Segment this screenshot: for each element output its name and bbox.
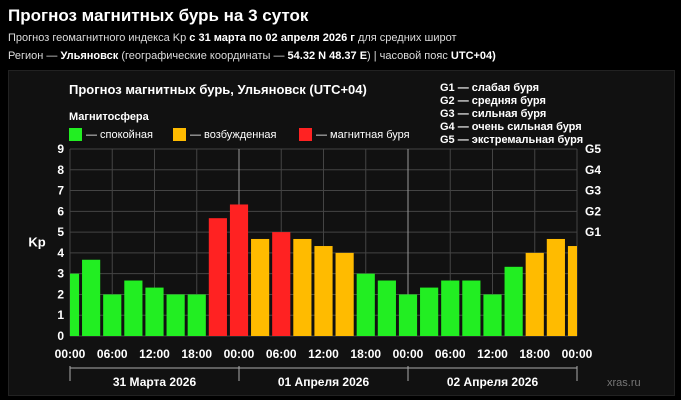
kp-bar [398, 294, 418, 336]
legend-swatch [69, 128, 82, 141]
y-tick-label: 8 [57, 163, 64, 177]
x-tick-label: 18:00 [519, 347, 550, 361]
kp-bar [272, 232, 291, 336]
coords-value: 54.32 N 48.37 E [287, 50, 368, 62]
day-label: 02 Апреля 2026 [447, 375, 539, 389]
legend-label: — магнитная буря [316, 129, 410, 141]
legend-swatch [299, 128, 312, 141]
kp-bar [187, 294, 206, 336]
kp-bar [103, 294, 122, 336]
y-tick-label: 6 [57, 204, 64, 218]
y-tick-label: 4 [57, 246, 64, 260]
kp-bar [314, 246, 333, 336]
y-tick-label: 0 [57, 329, 64, 343]
kp-bar [82, 259, 101, 336]
period-prefix: Прогноз геомагнитного индекса Kp [8, 32, 187, 44]
x-tick-label: 18:00 [350, 347, 381, 361]
x-tick-label: 06:00 [435, 347, 466, 361]
x-tick-label: 00:00 [393, 347, 424, 361]
y-tick-label: 5 [57, 225, 64, 239]
kp-bar [251, 238, 270, 336]
page-title: Прогноз магнитных бурь на 3 суток [8, 6, 309, 25]
legend-label: — возбужденная [190, 129, 277, 141]
period-dates: с 31 марта по 02 апреля 2026 г [189, 32, 355, 44]
g-legend-item: G5 — экстремальная буря [440, 134, 583, 146]
coords-prefix: (географические координаты — [121, 50, 285, 62]
kp-bar [166, 294, 185, 336]
tz-prefix: ) | часовой пояс [367, 50, 448, 62]
x-tick-label: 00:00 [55, 347, 86, 361]
day-label: 31 Марта 2026 [113, 375, 197, 389]
x-tick-label: 12:00 [477, 347, 508, 361]
kp-bar [356, 273, 375, 336]
kp-bar [377, 280, 396, 336]
g-legend-item: G2 — средняя буря [440, 95, 546, 107]
region-prefix: Регион — [8, 50, 58, 62]
g-scale-label: G4 [585, 163, 601, 177]
legend-title: Магнитосфера [69, 111, 150, 123]
kp-bar [335, 252, 354, 336]
g-scale-label: G3 [585, 184, 601, 198]
kp-bar [567, 246, 577, 336]
legend-label: — спокойная [86, 129, 153, 141]
tz-value: UTC+04) [450, 50, 496, 62]
x-tick-label: 12:00 [139, 347, 170, 361]
kp-bar [546, 238, 565, 336]
day-label: 01 Апреля 2026 [278, 375, 370, 389]
watermark: xras.ru [607, 377, 641, 389]
forecast-period-line: Прогноз геомагнитного индекса Kp с 31 ма… [8, 32, 457, 44]
region-city: Ульяновск [60, 50, 119, 62]
y-tick-label: 3 [57, 267, 64, 281]
y-tick-label: 9 [57, 142, 64, 156]
y-tick-label: 1 [57, 308, 64, 322]
kp-chart: Прогноз магнитных бурь, Ульяновск (UTC+0… [28, 82, 641, 389]
x-tick-label: 00:00 [224, 347, 255, 361]
kp-bar [462, 280, 481, 336]
kp-bar [124, 280, 143, 336]
x-tick-label: 06:00 [266, 347, 297, 361]
kp-bar [229, 204, 249, 336]
y-tick-label: 7 [57, 184, 64, 198]
chart-title: Прогноз магнитных бурь, Ульяновск (UTC+0… [69, 82, 367, 97]
g-legend-item: G1 — слабая буря [440, 82, 539, 94]
x-tick-label: 18:00 [181, 347, 212, 361]
y-axis-label: Kp [28, 235, 45, 250]
kp-bar [145, 287, 164, 336]
x-tick-label: 12:00 [308, 347, 339, 361]
kp-bar [70, 273, 80, 336]
kp-bar [525, 252, 544, 336]
period-suffix: для средних широт [357, 32, 457, 44]
kp-bar [441, 280, 460, 336]
g-scale-label: G5 [585, 142, 601, 156]
kp-bar [504, 266, 523, 336]
kp-bar [208, 218, 227, 336]
x-tick-label: 00:00 [562, 347, 593, 361]
kp-bar [483, 294, 502, 336]
g-scale-label: G1 [585, 225, 601, 239]
y-tick-label: 2 [57, 287, 64, 301]
chart-panel: Прогноз магнитных бурь, Ульяновск (UTC+0… [8, 70, 675, 396]
kp-bar [420, 287, 439, 336]
region-line: Регион — Ульяновск (географические коорд… [8, 50, 496, 62]
g-legend-item: G4 — очень сильная буря [440, 121, 582, 133]
legend-swatch [173, 128, 186, 141]
g-legend-item: G3 — сильная буря [440, 108, 546, 120]
x-tick-label: 06:00 [97, 347, 128, 361]
g-scale-label: G2 [585, 204, 601, 218]
kp-bar [293, 238, 312, 336]
